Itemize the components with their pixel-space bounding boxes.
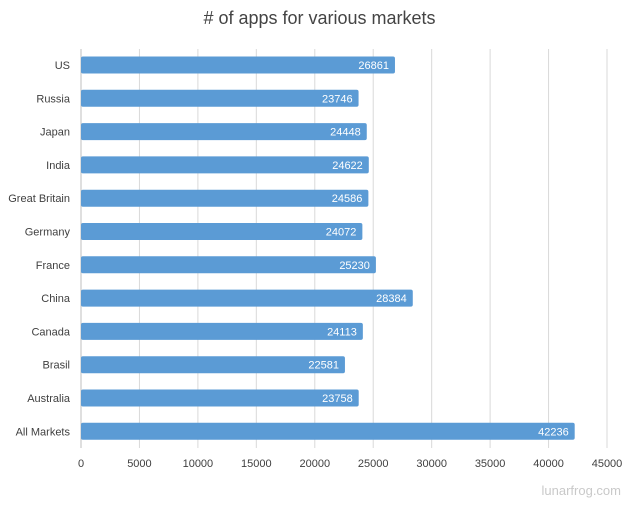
bar xyxy=(81,256,376,274)
bar xyxy=(81,322,363,340)
watermark: lunarfrog.com xyxy=(541,483,621,498)
category-label: Great Britain xyxy=(8,193,70,205)
x-tick-label: 25000 xyxy=(358,458,389,470)
data-label: 24072 xyxy=(326,227,357,239)
bar xyxy=(81,356,345,374)
data-label: 42236 xyxy=(538,426,569,438)
bar xyxy=(81,123,367,141)
x-tick-label: 20000 xyxy=(299,458,330,470)
x-tick-label: 10000 xyxy=(183,458,214,470)
data-label: 26861 xyxy=(358,60,389,72)
category-label: Brasil xyxy=(42,360,70,372)
category-label: France xyxy=(36,260,70,272)
bar xyxy=(81,289,413,307)
data-label: 24622 xyxy=(332,160,363,172)
gridlines xyxy=(80,49,608,448)
category-label: China xyxy=(41,293,71,305)
category-label: Canada xyxy=(31,326,70,338)
chart-title: # of apps for various markets xyxy=(203,8,436,28)
x-tick-label: 35000 xyxy=(475,458,506,470)
bar xyxy=(81,389,359,407)
data-label: 22581 xyxy=(308,360,339,372)
data-label: 23758 xyxy=(322,393,353,405)
x-tick-label: 30000 xyxy=(416,458,447,470)
bar xyxy=(81,56,395,74)
x-tick-label: 40000 xyxy=(533,458,564,470)
category-label: Germany xyxy=(25,227,71,239)
data-label: 25230 xyxy=(339,260,370,272)
labels: 0 5000 10000 15000 20000 25000 30000 35000 40000… xyxy=(8,60,622,470)
bar xyxy=(81,156,369,174)
category-label: Japan xyxy=(40,127,70,139)
x-tick-label: 15000 xyxy=(241,458,272,470)
data-label: 24586 xyxy=(332,193,363,205)
data-label: 24113 xyxy=(327,326,357,338)
bar xyxy=(81,223,363,240)
x-tick-label: 5000 xyxy=(127,458,151,470)
category-label: All Markets xyxy=(16,426,71,438)
x-tick-label: 45000 xyxy=(592,458,623,470)
category-label: Australia xyxy=(27,393,71,405)
data-label: 28384 xyxy=(376,293,407,305)
category-label: Russia xyxy=(36,93,71,105)
category-label: India xyxy=(46,160,71,172)
bar xyxy=(81,422,575,440)
bar xyxy=(81,189,369,207)
x-tick-label: 0 xyxy=(78,458,84,470)
bar xyxy=(81,89,359,107)
bars xyxy=(81,56,575,440)
data-label: 24448 xyxy=(330,127,361,139)
data-label: 23746 xyxy=(322,93,353,105)
category-label: US xyxy=(55,60,70,72)
